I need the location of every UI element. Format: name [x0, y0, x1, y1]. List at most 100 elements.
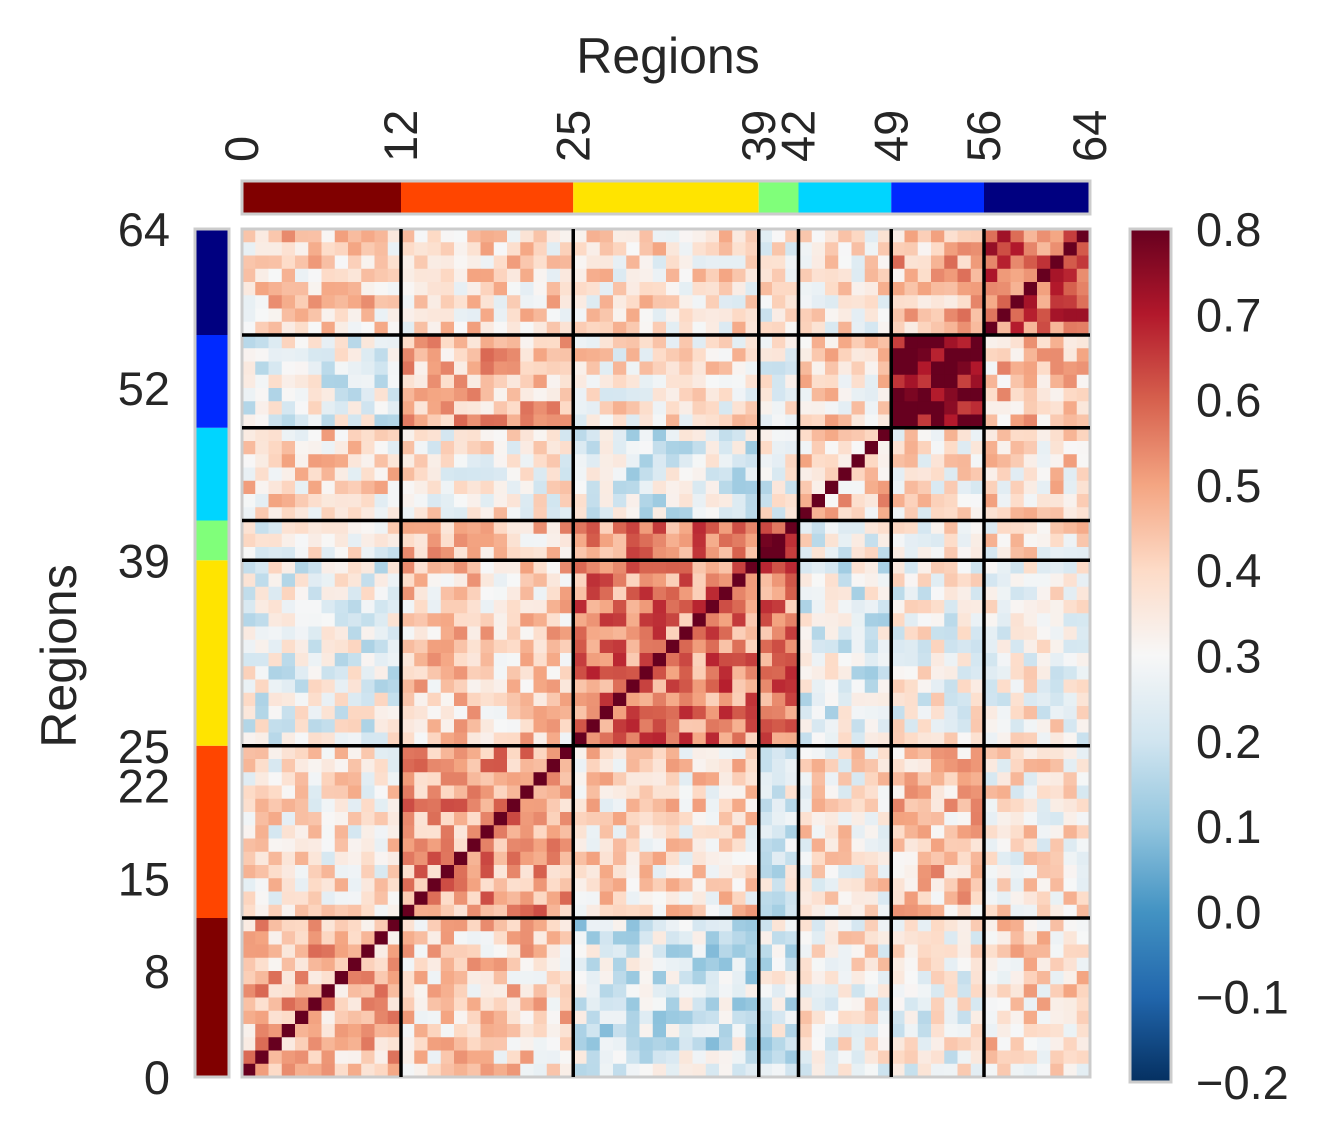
heatmap-cell	[573, 560, 588, 575]
heatmap-cell	[546, 798, 561, 813]
heatmap-cell	[719, 692, 733, 707]
heatmap-cell	[295, 467, 309, 482]
heatmap-cell	[811, 520, 826, 535]
heatmap-cell	[520, 533, 535, 548]
heatmap-cell	[242, 1024, 256, 1038]
heatmap-cell	[772, 904, 786, 919]
heatmap-cell	[931, 321, 945, 336]
heatmap-cell	[666, 918, 680, 932]
heatmap-cell	[480, 282, 495, 296]
heatmap-cell	[957, 957, 972, 972]
heatmap-cell	[401, 427, 415, 442]
heatmap-cell	[414, 732, 429, 747]
heatmap-cell	[374, 653, 389, 667]
heatmap-cell	[1050, 467, 1065, 482]
heatmap-cell	[825, 997, 839, 1012]
heatmap-cell	[825, 759, 839, 773]
heatmap-cell	[798, 282, 813, 296]
heatmap-cell	[1063, 1037, 1078, 1052]
heatmap-cell	[242, 414, 256, 429]
heatmap-cell	[255, 586, 270, 601]
heatmap-cell	[745, 242, 760, 257]
heatmap-cell	[904, 507, 919, 522]
heatmap-cell	[374, 692, 389, 707]
heatmap-cell	[427, 427, 442, 442]
heatmap-cell	[639, 295, 654, 310]
heatmap-cell	[1076, 268, 1091, 283]
heatmap-cell	[984, 560, 998, 575]
heatmap-cell	[1023, 666, 1038, 681]
heatmap-cell	[414, 1063, 429, 1078]
heatmap-cell	[984, 348, 998, 363]
heatmap-cell	[334, 878, 349, 893]
heatmap-cell	[1037, 547, 1051, 561]
heatmap-cell	[560, 759, 574, 773]
heatmap-cell	[493, 838, 508, 853]
heatmap-cell	[480, 719, 495, 734]
heatmap-cell	[520, 441, 535, 455]
heatmap-cell	[944, 971, 959, 985]
heatmap-cell	[984, 441, 998, 455]
heatmap-cell	[639, 600, 654, 614]
heatmap-cell	[639, 626, 654, 641]
heatmap-cell	[480, 732, 495, 747]
heatmap-cell	[454, 865, 468, 879]
heatmap-cell	[825, 706, 839, 720]
heatmap-cell	[281, 242, 296, 257]
heatmap-cell	[1023, 494, 1038, 508]
heatmap-cell	[440, 984, 455, 999]
heatmap-cell	[414, 427, 429, 442]
heatmap-cell	[970, 812, 985, 826]
heatmap-cell	[931, 653, 945, 667]
heatmap-cell	[984, 600, 998, 614]
heatmap-cell	[1050, 600, 1065, 614]
heatmap-cell	[467, 1037, 482, 1052]
heatmap-cell	[242, 653, 256, 667]
heatmap-cell	[639, 944, 654, 959]
heatmap-cell	[454, 335, 468, 349]
heatmap-cell	[825, 719, 839, 734]
heatmap-cell	[401, 891, 415, 906]
y-tick-label: 15	[118, 852, 170, 905]
heatmap-cell	[652, 798, 667, 813]
heatmap-cell	[719, 957, 733, 972]
heatmap-cell	[321, 282, 336, 296]
heatmap-cell	[917, 798, 932, 813]
heatmap-cell	[374, 745, 389, 760]
heatmap-cell	[772, 1063, 786, 1078]
heatmap-cell	[652, 653, 667, 667]
heatmap-cell	[904, 586, 919, 601]
heatmap-cell	[295, 1010, 309, 1025]
heatmap-cell	[454, 441, 468, 455]
heatmap-cell	[401, 812, 415, 826]
heatmap-cell	[560, 335, 574, 349]
heatmap-cell	[957, 560, 972, 575]
heatmap-cell	[427, 573, 442, 588]
heatmap-cell	[560, 772, 574, 787]
heatmap-cell	[586, 984, 601, 999]
heatmap-cell	[970, 653, 985, 667]
heatmap-cell	[321, 547, 336, 561]
heatmap-cell	[599, 692, 614, 707]
heatmap-cell	[970, 838, 985, 853]
heatmap-cell	[414, 586, 429, 601]
heatmap-cell	[825, 547, 839, 561]
heatmap-cell	[1023, 918, 1038, 932]
heatmap-cell	[838, 467, 853, 482]
heatmap-cell	[268, 467, 283, 482]
heatmap-cell	[467, 639, 482, 654]
heatmap-cell	[334, 984, 349, 999]
heatmap-cell	[639, 335, 654, 349]
heatmap-cell	[361, 282, 376, 296]
heatmap-cell	[692, 560, 707, 575]
heatmap-cell	[255, 706, 270, 720]
heatmap-cell	[864, 679, 879, 694]
heatmap-cell	[931, 759, 945, 773]
heatmap-cell	[984, 785, 998, 800]
heatmap-cell	[613, 812, 627, 826]
heatmap-cell	[573, 480, 588, 495]
heatmap-cell	[533, 441, 548, 455]
heatmap-cell	[255, 904, 270, 919]
heatmap-cell	[414, 1010, 429, 1025]
heatmap-cell	[586, 904, 601, 919]
